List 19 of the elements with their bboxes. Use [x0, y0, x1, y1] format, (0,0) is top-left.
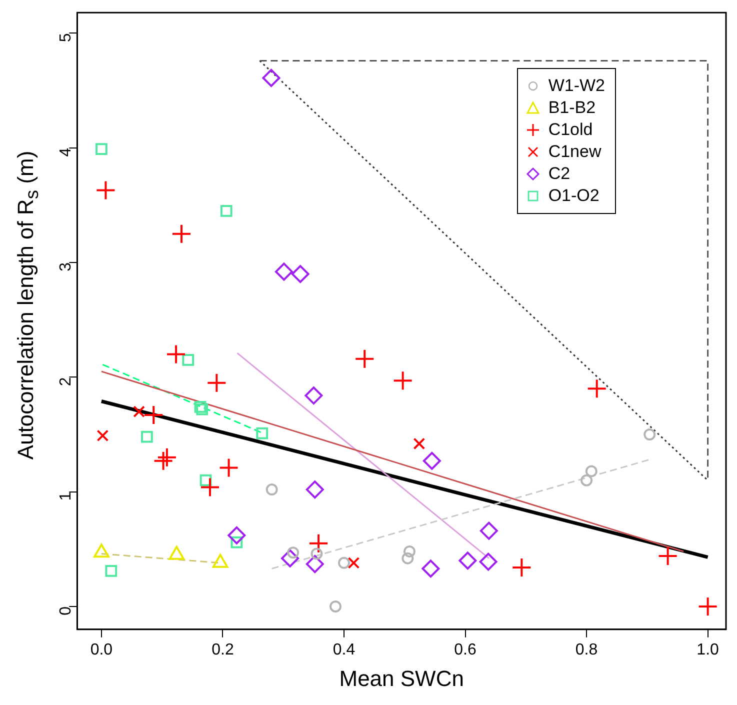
- y-tick-label: 4: [58, 148, 75, 157]
- legend-label: C2: [548, 162, 570, 185]
- y-tick-label: 5: [58, 33, 75, 42]
- y-tick-label: 1: [58, 492, 75, 501]
- x-axis-title: Mean SWCn: [339, 666, 464, 691]
- y-tick-label: 3: [58, 262, 75, 272]
- x-tick-label: 0.6: [454, 641, 476, 658]
- legend-label: C1old: [548, 118, 593, 141]
- legend-label: O1-O2: [548, 184, 600, 207]
- x-tick-label: 0.2: [212, 641, 234, 658]
- x-tick-label: 0.4: [332, 641, 356, 658]
- x-tick-label: 0.0: [90, 641, 113, 658]
- legend-label: C1new: [548, 140, 602, 163]
- legend-label: W1-W2: [548, 74, 605, 97]
- y-tick-label: 2: [58, 377, 75, 386]
- legend-label: B1-B2: [548, 96, 596, 119]
- x-tick-label: 0.8: [575, 641, 598, 658]
- y-tick-label: 0: [58, 606, 75, 616]
- x-tick-label: 1.0: [696, 641, 720, 658]
